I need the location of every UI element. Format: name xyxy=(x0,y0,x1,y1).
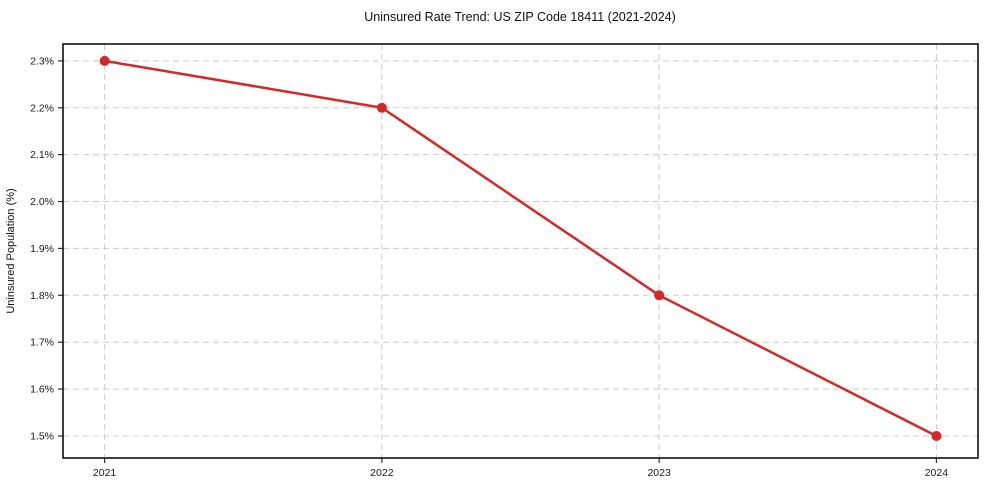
y-tick-label: 1.8% xyxy=(30,290,54,302)
chart-title: Uninsured Rate Trend: US ZIP Code 18411 … xyxy=(364,10,676,24)
data-point xyxy=(654,290,665,301)
data-point xyxy=(99,55,110,66)
plot-border xyxy=(62,43,979,459)
data-point xyxy=(376,102,387,113)
x-tick-label: 2021 xyxy=(93,467,117,479)
axes-layer: 1.5% 1.6% 1.7% 1.8% 1.9% 2.0% 2.1% 2.2% 2.3% 2021… xyxy=(30,43,979,479)
grid-layer xyxy=(63,44,978,458)
data-layer xyxy=(99,55,942,441)
data-point xyxy=(931,430,942,441)
y-tick-label: 1.7% xyxy=(30,337,54,349)
y-tick-label: 1.6% xyxy=(30,384,54,396)
x-tick-label: 2024 xyxy=(925,467,949,479)
x-tick-label: 2023 xyxy=(647,467,671,479)
y-tick-label: 1.9% xyxy=(30,243,54,255)
y-tick-label: 2.0% xyxy=(30,196,54,208)
y-tick-label: 1.5% xyxy=(30,430,54,442)
y-tick-label: 2.1% xyxy=(30,149,54,161)
y-axis-label: Uninsured Population (%) xyxy=(5,188,17,313)
x-tick-label: 2022 xyxy=(370,467,394,479)
trend-line xyxy=(103,59,938,438)
y-tick-label: 2.3% xyxy=(30,55,54,67)
y-tick-label: 2.2% xyxy=(30,102,54,114)
